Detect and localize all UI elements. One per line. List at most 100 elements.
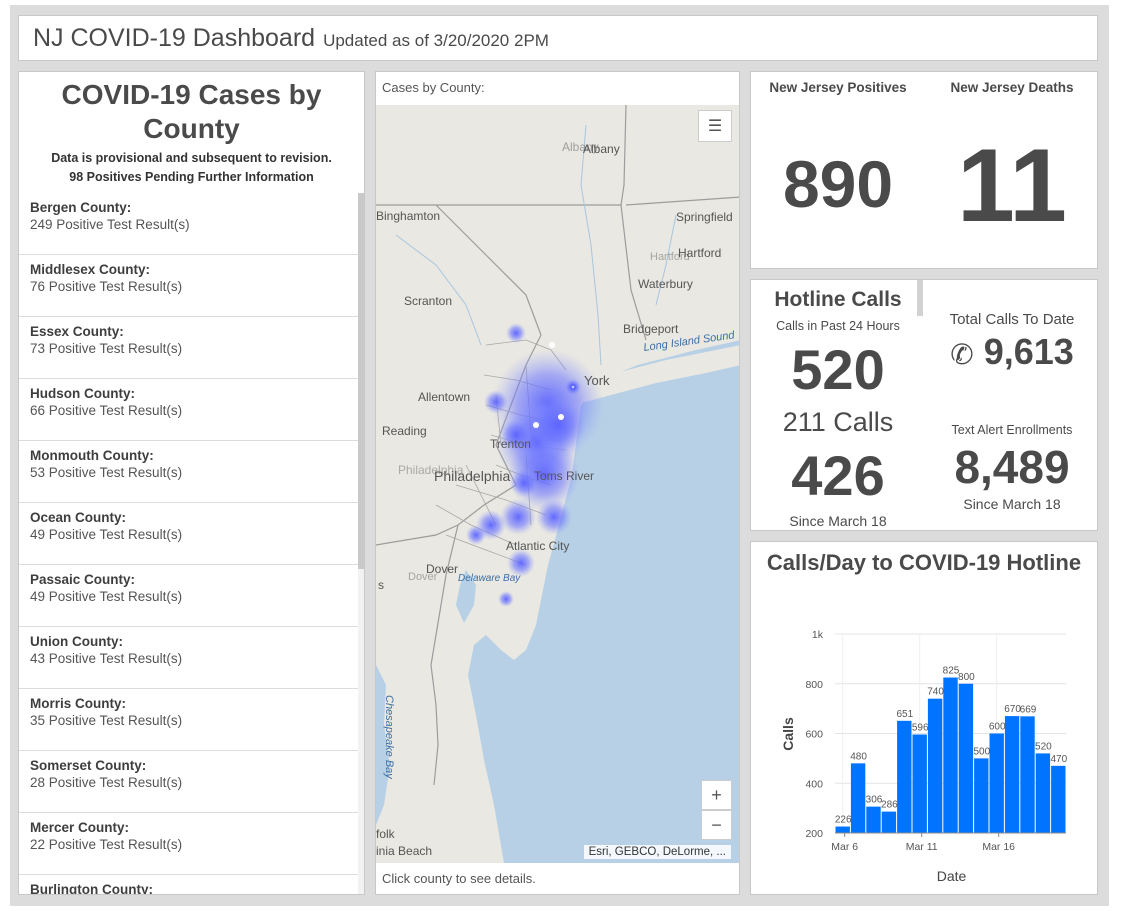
place-chesapeake-bay: Chesapeake Bay [383, 695, 395, 780]
county-list-title-line1: COVID-19 Cases by [61, 79, 322, 110]
bar-value-label: 286 [881, 800, 898, 811]
county-list-item[interactable]: Middlesex County: 76 Positive Test Result… [19, 255, 358, 317]
chart-bar[interactable] [1051, 765, 1066, 833]
county-name: Burlington County: [30, 882, 153, 895]
county-list-header: COVID-19 Cases by County Data is provisi… [19, 72, 364, 188]
positives-label: New Jersey Positives [769, 80, 907, 95]
place-trenton: Trenton [490, 437, 531, 451]
chart-bar[interactable] [912, 734, 927, 833]
bar-value-label: 226 [835, 815, 852, 826]
county-list-item[interactable]: Burlington County: [19, 875, 358, 895]
hotline-panel: Hotline Calls Calls in Past 24 Hours 520… [750, 279, 1098, 531]
county-list-item[interactable]: Passaic County: 49 Positive Test Result(s… [19, 565, 358, 627]
hotline-title: Hotline Calls [774, 288, 902, 311]
calls211-value: 426 [791, 444, 885, 507]
map-attribution[interactable]: Esri, GEBCO, DeLorme, ... [583, 845, 731, 859]
bar-value-label: 651 [896, 709, 913, 720]
chart-title: Calls/Day to COVID-19 Hotline [766, 550, 1082, 575]
place-albany: Albany [583, 142, 620, 156]
chart-bar[interactable] [866, 806, 881, 833]
county-name: Monmouth County: [30, 448, 154, 463]
chart-bar[interactable] [835, 826, 850, 833]
zoom-in-button[interactable]: + [701, 780, 732, 810]
y-tick-label: 200 [805, 828, 823, 840]
county-positive-count: 43 Positive Test Result(s) [30, 651, 183, 666]
phone-icon: ✆ [950, 339, 974, 370]
bar-value-label: 480 [850, 751, 867, 762]
county-name: Union County: [30, 634, 123, 649]
hotspot-center-bergen [565, 379, 581, 395]
text-alert-since-label: Since March 18 [963, 496, 1061, 512]
x-tick-label: Mar 16 [982, 841, 1015, 853]
place-atlantic-city: Atlantic City [506, 539, 569, 553]
bar-value-label: 596 [912, 722, 929, 733]
hotspot-cape-may [498, 591, 514, 607]
dashboard-header: NJ COVID-19 Dashboard Updated as of 3/20… [18, 15, 1098, 61]
map-canvas[interactable]: Albany Albany Binghamton Springfield Har… [376, 105, 740, 863]
county-positive-count: 53 Positive Test Result(s) [30, 465, 183, 480]
county-list-panel: COVID-19 Cases by County Data is provisi… [18, 71, 365, 895]
county-map[interactable]: Albany Albany Binghamton Springfield Har… [376, 105, 740, 863]
total-calls-value: 9,613 [983, 331, 1074, 372]
county-list-item[interactable]: Hudson County: 66 Positive Test Result(s) [19, 379, 358, 441]
county-list: Bergen County: 249 Positive Test Result(s… [19, 193, 358, 895]
county-positive-count: 76 Positive Test Result(s) [30, 279, 183, 294]
dashboard-title: NJ COVID-19 Dashboard [33, 23, 316, 52]
chart-bar[interactable] [850, 763, 866, 833]
total-calls-label: Total Calls To Date [949, 311, 1075, 328]
county-list-item[interactable]: Morris County: 35 Positive Test Result(s) [19, 689, 358, 751]
y-axis-title: Calls [780, 717, 796, 751]
place-norfolk: folk [376, 827, 396, 841]
place-hartford-faint: Hartford [650, 251, 690, 263]
county-positive-count: 49 Positive Test Result(s) [30, 527, 183, 542]
chart-bar[interactable] [989, 733, 1004, 834]
calls-chart-panel: Calls/Day to COVID-19 Hotline 200 400 600 8… [750, 541, 1098, 895]
chart-bar[interactable] [1004, 716, 1020, 833]
county-positive-count: 66 Positive Test Result(s) [30, 403, 183, 418]
county-list-item[interactable]: Monmouth County: 53 Positive Test Result(… [19, 441, 358, 503]
place-springfield: Springfield [676, 210, 733, 224]
positives-value: 890 [782, 147, 894, 221]
place-dover-faint: Dover [408, 571, 438, 583]
list-scrollbar-thumb[interactable] [358, 193, 364, 569]
map-label: Cases by County: [382, 80, 485, 95]
place-philadelphia-faint: Philadelphia [398, 463, 464, 477]
bar-value-label: 600 [989, 722, 1006, 733]
county-list-item[interactable]: Somerset County: 28 Positive Test Result(… [19, 751, 358, 813]
county-list-item[interactable]: Essex County: 73 Positive Test Result(s) [19, 317, 358, 379]
zoom-out-button[interactable]: − [701, 810, 732, 840]
chart-bar[interactable] [974, 758, 989, 833]
chart-bar[interactable] [897, 720, 912, 833]
county-list-item[interactable]: Ocean County: 49 Positive Test Result(s) [19, 503, 358, 565]
county-name: Essex County: [30, 324, 124, 339]
chart-bar[interactable] [881, 811, 897, 833]
hotspot-sussex [484, 390, 508, 414]
bar-value-label: 669 [1020, 704, 1037, 715]
county-name: Hudson County: [30, 386, 135, 401]
hotspot-morris [500, 419, 532, 451]
chart-bar[interactable] [1035, 753, 1051, 833]
hotspot-passaic-n [506, 323, 526, 343]
county-list-item[interactable]: Bergen County: 249 Positive Test Result(s… [19, 193, 358, 255]
legend-list-button[interactable]: ☰ [698, 110, 732, 142]
hotline-scroll-indicator [917, 280, 923, 316]
county-list-item[interactable]: Mercer County: 22 Positive Test Result(s) [19, 813, 358, 875]
chart-bar[interactable] [958, 683, 974, 833]
bar-value-label: 825 [943, 666, 960, 677]
county-positive-count: 73 Positive Test Result(s) [30, 341, 183, 356]
list-icon: ☰ [707, 118, 723, 135]
y-tick-label: 400 [805, 778, 823, 790]
county-positive-count: 35 Positive Test Result(s) [30, 713, 183, 728]
chart-bar[interactable] [927, 698, 943, 833]
county-positive-count: 249 Positive Test Result(s) [30, 217, 190, 232]
county-list-title-line2: County [143, 113, 240, 144]
hotspot-atlantic [507, 549, 535, 577]
chart-bar[interactable] [943, 677, 958, 833]
y-tick-label: 800 [805, 679, 823, 691]
chart-bar[interactable] [1020, 716, 1035, 833]
calls-bar-chart[interactable]: 2004006008001k22648030628665159674082580… [751, 542, 1097, 894]
delaware-bay-water [456, 570, 476, 623]
bar-value-label: 670 [1004, 704, 1021, 715]
county-list-item[interactable]: Union County: 43 Positive Test Result(s) [19, 627, 358, 689]
x-tick-label: Mar 11 [906, 841, 938, 853]
